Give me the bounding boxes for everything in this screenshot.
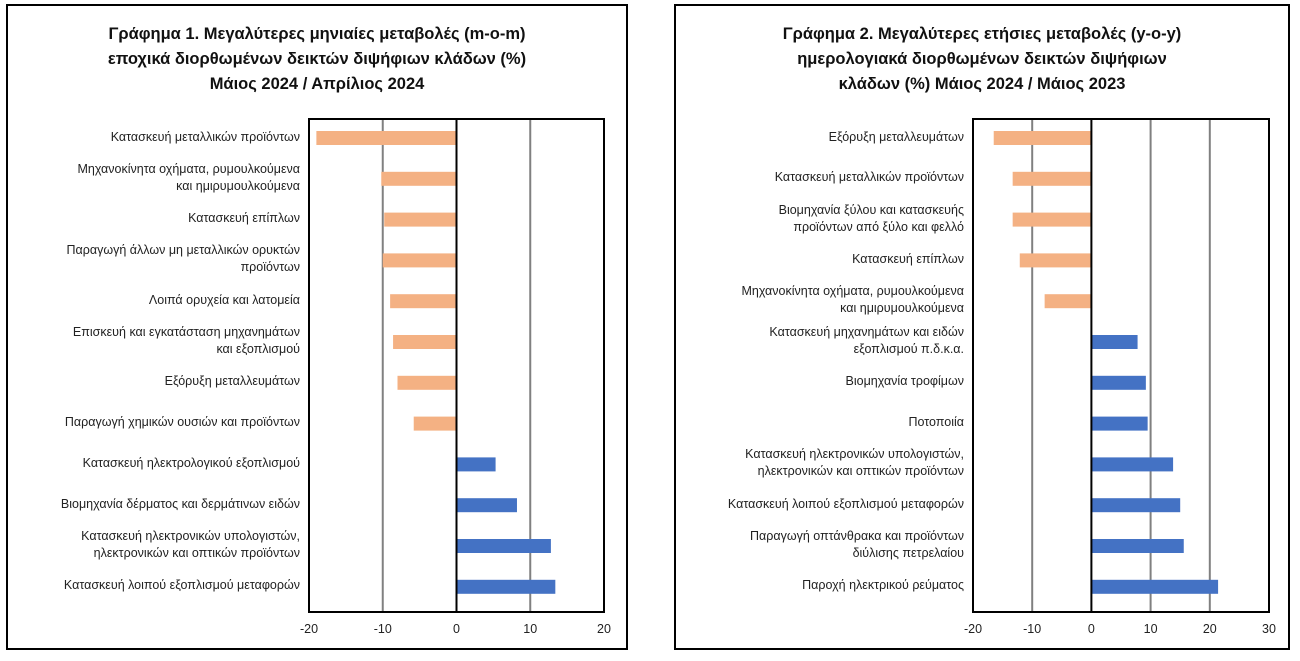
x-tick-label: 10 (1143, 622, 1158, 636)
x-tick-label: 0 (1087, 622, 1095, 636)
bar (1091, 335, 1138, 349)
bar (1091, 457, 1174, 472)
bar (1091, 498, 1181, 513)
bar (1019, 253, 1092, 268)
chart-2-plot (972, 118, 1270, 613)
chart-1-plot (308, 118, 605, 613)
bar (390, 294, 457, 309)
category-label: Μηχανοκίνητα οχήματα, ρυμουλκούμενα και … (741, 284, 964, 316)
bar (382, 253, 457, 268)
category-label: Κατασκευή επίπλων (852, 251, 964, 266)
bar (316, 131, 457, 145)
category-label: Παραγωγή χημικών ουσιών και προϊόντων (64, 415, 300, 430)
x-tick-label: -10 (373, 622, 392, 636)
bar (1091, 375, 1146, 390)
category-label: Κατασκευή ηλεκτρονικών υπολογιστών, ηλεκ… (745, 447, 964, 479)
category-label: Ποτοποιία (908, 415, 964, 430)
bar (397, 375, 457, 390)
category-label: Κατασκευή ηλεκτρολογικού εξοπλισμού (82, 455, 300, 470)
bar (1091, 416, 1148, 431)
category-label: Κατασκευή μεταλλικών προϊόντων (774, 170, 964, 185)
category-label: Βιομηχανία δέρματος και δερμάτινων ειδών (60, 496, 300, 511)
x-tick-label: 10 (523, 622, 538, 636)
bar (456, 457, 496, 472)
chart-2-title: Γράφημα 2. Μεγαλύτερες ετήσιες μεταβολές… (782, 25, 1182, 93)
bar (456, 539, 551, 553)
bar (1044, 294, 1092, 309)
category-label: Κατασκευή μηχανημάτων και ειδών εξοπλισμ… (769, 325, 964, 356)
category-label: Βιομηχανία ξύλου και κατασκευής προϊόντω… (778, 202, 964, 234)
category-label: Κατασκευή λοιπού εξοπλισμού μεταφορών (63, 578, 300, 593)
bar (413, 416, 457, 431)
category-label: Κατασκευή λοιπού εξοπλισμού μεταφορών (727, 496, 964, 511)
category-label: Επισκευή και εγκατάσταση μηχανημάτων και… (72, 325, 300, 356)
bar (393, 335, 457, 349)
bar (993, 131, 1092, 145)
bar (381, 171, 457, 186)
bar (1091, 579, 1219, 594)
chart-1-title: Γράφημα 1. Μεγαλύτερες μηνιαίες μεταβολέ… (107, 25, 527, 93)
bar (456, 498, 517, 513)
x-tick-label: 20 (1202, 622, 1217, 636)
x-tick-label: 0 (453, 622, 460, 636)
category-label: Μηχανοκίνητα οχήματα, ρυμουλκούμενα και … (77, 161, 300, 193)
category-label: Εξόρυξη μεταλλευμάτων (828, 129, 964, 144)
x-tick-label: -20 (963, 622, 983, 636)
category-label: Κατασκευή επίπλων (188, 211, 300, 226)
category-label: Εξόρυξη μεταλλευμάτων (164, 374, 300, 389)
x-tick-label: 20 (597, 622, 611, 636)
bar (1012, 212, 1092, 227)
category-label: Βιομηχανία τροφίμων (845, 374, 965, 389)
x-tick-label: -10 (1023, 622, 1042, 636)
category-label: Παραγωγή οπτάνθρακα και προϊόντων διύλισ… (749, 529, 964, 560)
category-label: Παραγωγή άλλων μη μεταλλικών ορυκτών προ… (66, 243, 300, 275)
bar (456, 579, 556, 594)
category-label: Κατασκευή μεταλλικών προϊόντων (110, 129, 300, 144)
category-label: Κατασκευή ηλεκτρονικών υπολογιστών, ηλεκ… (81, 529, 300, 560)
plot-area-border (972, 118, 1270, 613)
x-tick-label: -20 (299, 622, 319, 636)
x-tick-label: 30 (1262, 622, 1276, 636)
category-label: Λοιπά ορυχεία και λατομεία (148, 292, 300, 307)
chart-2-panel: Γράφημα 2. Μεγαλύτερες ετήσιες μεταβολές… (674, 4, 1290, 650)
bar (384, 212, 457, 227)
category-label: Παροχή ηλεκτρικού ρεύματος (802, 578, 964, 593)
chart-1-panel: Γράφημα 1. Μεγαλύτερες μηνιαίες μεταβολέ… (6, 4, 628, 650)
bar (1012, 171, 1092, 186)
bar (1091, 539, 1184, 553)
